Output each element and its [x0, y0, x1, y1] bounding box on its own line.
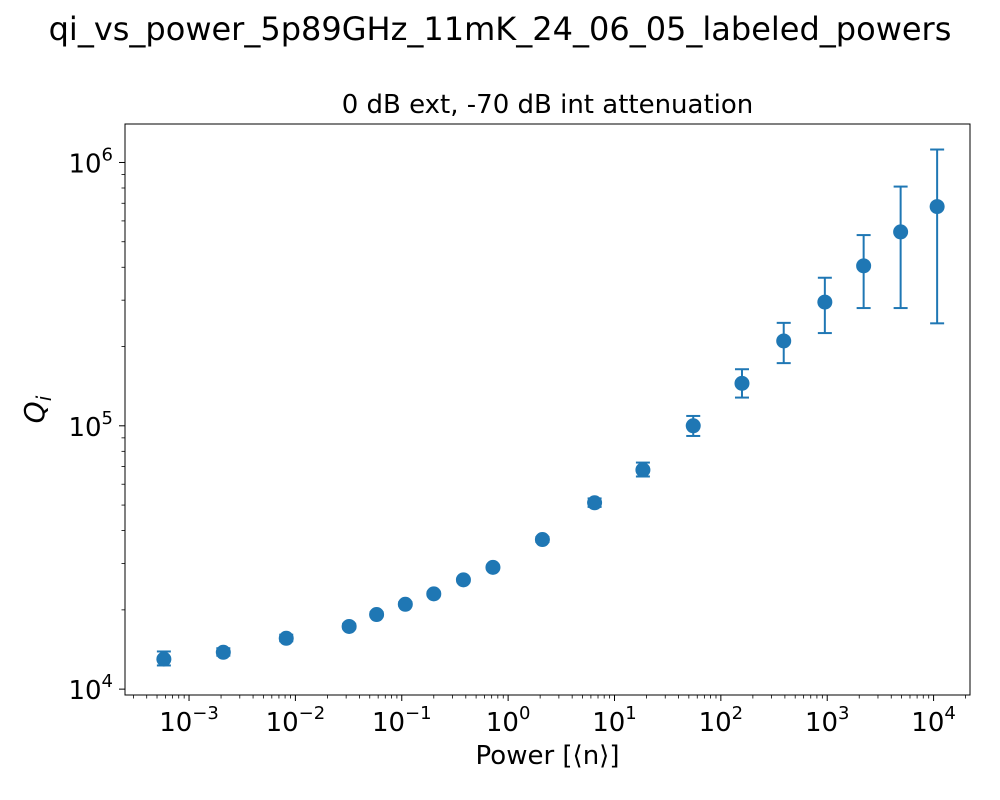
data-point — [587, 495, 603, 511]
x-tick-label: 102 — [699, 703, 744, 738]
axes-frame — [124, 123, 971, 696]
data-point — [817, 294, 833, 310]
data-point — [485, 559, 501, 575]
x-tick-label: 10−1 — [372, 703, 432, 738]
data-point — [341, 618, 357, 634]
y-tick-label: 106 — [68, 144, 113, 179]
data-point — [635, 462, 651, 478]
x-tick-label: 101 — [592, 703, 637, 738]
points-layer — [156, 199, 945, 667]
data-point — [369, 607, 385, 623]
data-point — [455, 572, 471, 588]
data-point — [929, 199, 945, 215]
x-tick-label: 10−2 — [266, 703, 326, 738]
data-point — [156, 651, 172, 667]
data-point — [215, 644, 231, 660]
data-point — [776, 333, 792, 349]
x-tick-label: 10−3 — [159, 703, 219, 738]
y-axis-label: Qi — [18, 395, 56, 423]
data-point — [685, 418, 701, 434]
errorbar-layer — [156, 148, 945, 667]
ticks-layer: 10−3 10−2 10−1 100 101 102 103 104 104 105 106 — [68, 144, 966, 738]
data-point — [278, 630, 294, 646]
x-tick-label: 104 — [911, 703, 956, 738]
y-tick-label: 104 — [68, 671, 113, 706]
figure-suptitle: qi_vs_power_5p89GHz_11mK_24_06_05_labele… — [48, 10, 952, 48]
data-point — [893, 224, 909, 240]
x-tick-label: 100 — [486, 703, 531, 738]
x-tick-label: 103 — [805, 703, 850, 738]
y-tick-label: 105 — [68, 408, 113, 443]
data-point — [534, 532, 550, 548]
axes-title: 0 dB ext, -70 dB int attenuation — [341, 90, 754, 120]
data-point — [734, 375, 750, 391]
x-axis-label: Power [⟨n⟩] — [476, 741, 620, 771]
data-point — [426, 586, 442, 602]
data-point — [397, 596, 413, 612]
data-point — [856, 258, 872, 274]
